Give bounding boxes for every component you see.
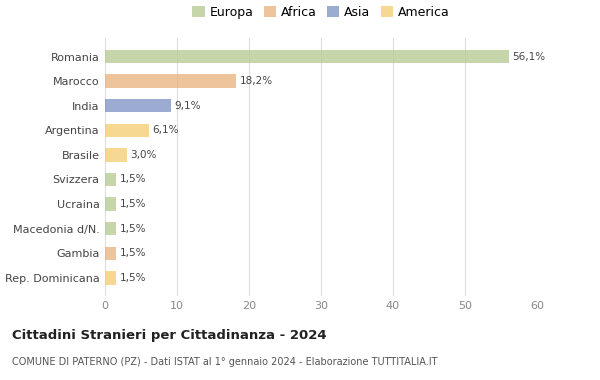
Bar bbox=[105, 173, 116, 186]
Text: 56,1%: 56,1% bbox=[512, 52, 545, 62]
Bar bbox=[105, 124, 149, 137]
Text: Cittadini Stranieri per Cittadinanza - 2024: Cittadini Stranieri per Cittadinanza - 2… bbox=[12, 329, 326, 342]
Text: COMUNE DI PATERNO (PZ) - Dati ISTAT al 1° gennaio 2024 - Elaborazione TUTTITALIA: COMUNE DI PATERNO (PZ) - Dati ISTAT al 1… bbox=[12, 357, 437, 367]
Bar bbox=[105, 148, 127, 162]
Text: 1,5%: 1,5% bbox=[119, 174, 146, 185]
Text: 1,5%: 1,5% bbox=[119, 224, 146, 234]
Text: 3,0%: 3,0% bbox=[130, 150, 157, 160]
Bar bbox=[105, 271, 116, 285]
Bar bbox=[105, 197, 116, 211]
Text: 18,2%: 18,2% bbox=[239, 76, 273, 86]
Text: 6,1%: 6,1% bbox=[152, 125, 179, 135]
Bar bbox=[105, 74, 236, 88]
Bar bbox=[105, 99, 170, 112]
Bar bbox=[105, 50, 509, 63]
Text: 1,5%: 1,5% bbox=[119, 273, 146, 283]
Bar bbox=[105, 222, 116, 236]
Bar bbox=[105, 247, 116, 260]
Text: 9,1%: 9,1% bbox=[174, 101, 200, 111]
Text: 1,5%: 1,5% bbox=[119, 248, 146, 258]
Legend: Europa, Africa, Asia, America: Europa, Africa, Asia, America bbox=[190, 3, 452, 21]
Text: 1,5%: 1,5% bbox=[119, 199, 146, 209]
